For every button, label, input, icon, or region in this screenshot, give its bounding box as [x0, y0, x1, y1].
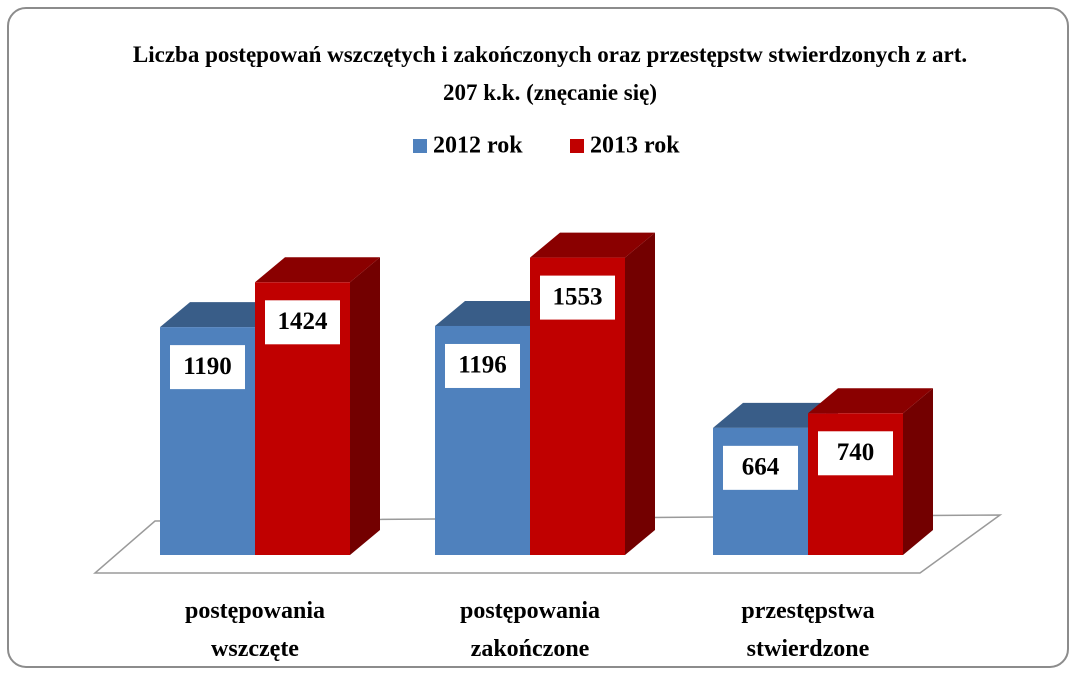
bar: 740	[808, 388, 933, 555]
data-label-box	[723, 445, 798, 490]
data-label-box	[445, 343, 520, 388]
bar-top	[713, 402, 838, 428]
data-label-box	[540, 275, 615, 320]
data-label: 1190	[183, 353, 232, 380]
bar: 1553	[530, 232, 655, 555]
data-label: 1424	[278, 308, 329, 335]
bar: 1424	[255, 257, 380, 555]
x-tick-label: postępowania zakończone	[459, 598, 601, 662]
legend-label: 2012 rok	[433, 133, 523, 159]
bar-side	[350, 257, 380, 555]
x-tick-label: przestępstwa stwierdzone	[741, 598, 875, 662]
data-label: 1196	[458, 352, 507, 379]
data-label: 1553	[553, 283, 603, 310]
bar-top	[160, 302, 285, 328]
bar-top	[435, 300, 560, 326]
bar-side	[903, 388, 933, 555]
legend-swatch	[570, 139, 584, 153]
data-label-box	[818, 431, 893, 476]
legend-swatch	[413, 139, 427, 153]
x-tick-label: postępowania wszczęte	[184, 598, 326, 662]
bar-top	[255, 257, 380, 283]
data-label-box	[170, 345, 245, 390]
bar-side	[625, 232, 655, 555]
data-label-box	[265, 300, 340, 345]
data-label: 740	[837, 439, 875, 466]
legend-label: 2013 rok	[590, 133, 680, 159]
bar-top	[808, 388, 933, 414]
bar-top	[530, 232, 655, 258]
data-label: 664	[742, 454, 780, 481]
chart-title: Liczba postępowań wszczętych i zakończon…	[132, 42, 968, 105]
